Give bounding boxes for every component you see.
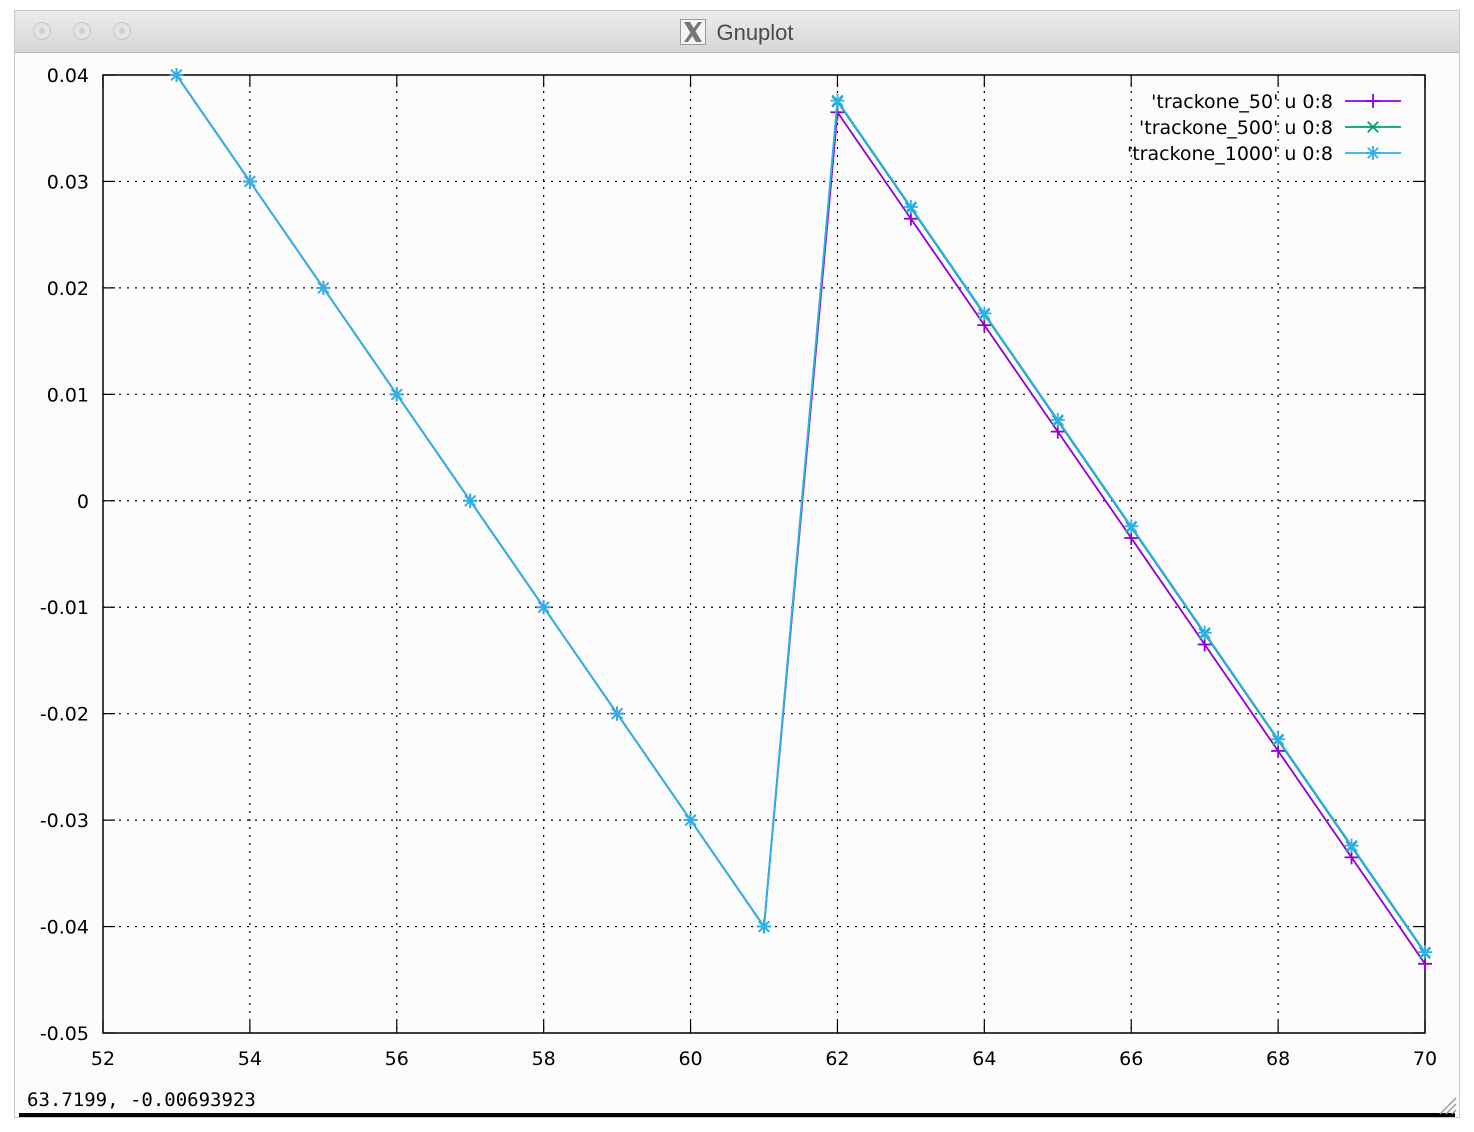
y-tick-label: 0.04 (47, 65, 89, 87)
y-tick-label: -0.01 (40, 597, 89, 619)
x-tick-label: 60 (678, 1048, 702, 1070)
data-point-marker (242, 174, 257, 189)
plot-canvas[interactable]: -0.05 -0.04 -0.03 -0.02 -0.01 0 0.01 0.02 0.03 0.… (15, 53, 1459, 1083)
data-point-marker (1050, 412, 1065, 427)
status-divider (19, 1113, 1455, 1117)
series-3 (169, 68, 1432, 960)
legend-label: 'trackone_1000' u 0:8 (1127, 143, 1333, 165)
minimize-button[interactable] (73, 22, 91, 40)
zoom-button[interactable] (113, 22, 131, 40)
data-point-marker (463, 493, 478, 508)
x-tick-label: 62 (825, 1048, 849, 1070)
data-point-marker (316, 280, 331, 295)
data-point-marker (977, 318, 992, 333)
data-point-marker (683, 813, 698, 828)
y-axis: -0.05 -0.04 -0.03 -0.02 -0.01 0 0.01 0.02 0.03 0.… (40, 65, 1425, 1045)
data-point-marker (1124, 531, 1139, 546)
y-tick-label: 0 (77, 491, 89, 513)
gnuplot-window: Gnuplot -0.05 -0.04 -0.03 -0.02 -0.01 0 0.01 0.… (14, 10, 1460, 1118)
y-tick-label: -0.02 (40, 704, 89, 726)
data-point-marker (1366, 94, 1380, 108)
legend-label: 'trackone_50' u 0:8 (1151, 91, 1333, 113)
legend[interactable]: 'trackone_50' u 0:8 'trackone_500' u 0:8 '… (1127, 91, 1401, 165)
x-tick-label: 54 (238, 1048, 262, 1070)
data-point-marker (1271, 743, 1286, 758)
data-point-marker (169, 68, 184, 82)
x-tick-label: 64 (972, 1048, 996, 1070)
data-point-marker (1197, 637, 1212, 652)
close-button[interactable] (33, 22, 51, 40)
title-bar[interactable]: Gnuplot (15, 11, 1459, 53)
data-point-marker (610, 706, 625, 721)
window-title-group: Gnuplot (15, 19, 1459, 46)
data-point-marker (757, 919, 771, 934)
data-point-marker (903, 211, 918, 226)
y-tick-label: 0.02 (47, 278, 89, 300)
x-tick-label: 70 (1413, 1048, 1437, 1070)
data-point-marker (1124, 519, 1139, 534)
y-tick-label: 0.01 (47, 384, 89, 406)
x-tick-label: 68 (1266, 1048, 1290, 1070)
x11-icon (680, 19, 707, 45)
data-point-marker (1418, 956, 1432, 971)
plot-border (102, 74, 1426, 1034)
x-tick-label: 56 (385, 1048, 409, 1070)
data-point-marker (830, 93, 845, 108)
x-tick-label: 52 (91, 1048, 115, 1070)
mouse-coordinates: 63.7199, -0.00693923 (27, 1089, 256, 1111)
y-tick-label: -0.04 (40, 917, 89, 939)
resize-grip-icon[interactable] (1435, 1093, 1457, 1115)
series-layer (169, 68, 1432, 971)
x-axis: 52 54 56 58 60 62 64 66 68 70 (91, 75, 1437, 1070)
data-point-marker (389, 387, 404, 402)
data-point-marker (1050, 424, 1065, 439)
data-point-marker (1367, 121, 1379, 133)
x-tick-label: 58 (532, 1048, 556, 1070)
data-point-marker (977, 306, 992, 321)
window-title: Gnuplot (716, 20, 794, 45)
data-point-marker (1344, 838, 1359, 853)
y-tick-label: -0.03 (40, 810, 89, 832)
data-point-marker (1418, 945, 1432, 960)
y-tick-label: -0.05 (40, 1023, 89, 1045)
data-point-marker (536, 600, 551, 615)
data-point-marker (1271, 732, 1286, 747)
data-point-marker (1344, 850, 1359, 865)
data-point-marker (1366, 146, 1380, 160)
data-point-marker (903, 199, 918, 214)
legend-label: 'trackone_500' u 0:8 (1139, 117, 1333, 139)
x-tick-label: 66 (1119, 1048, 1143, 1070)
data-point-marker (1197, 625, 1212, 640)
y-tick-label: 0.03 (47, 171, 89, 193)
series-line (175, 74, 1426, 953)
